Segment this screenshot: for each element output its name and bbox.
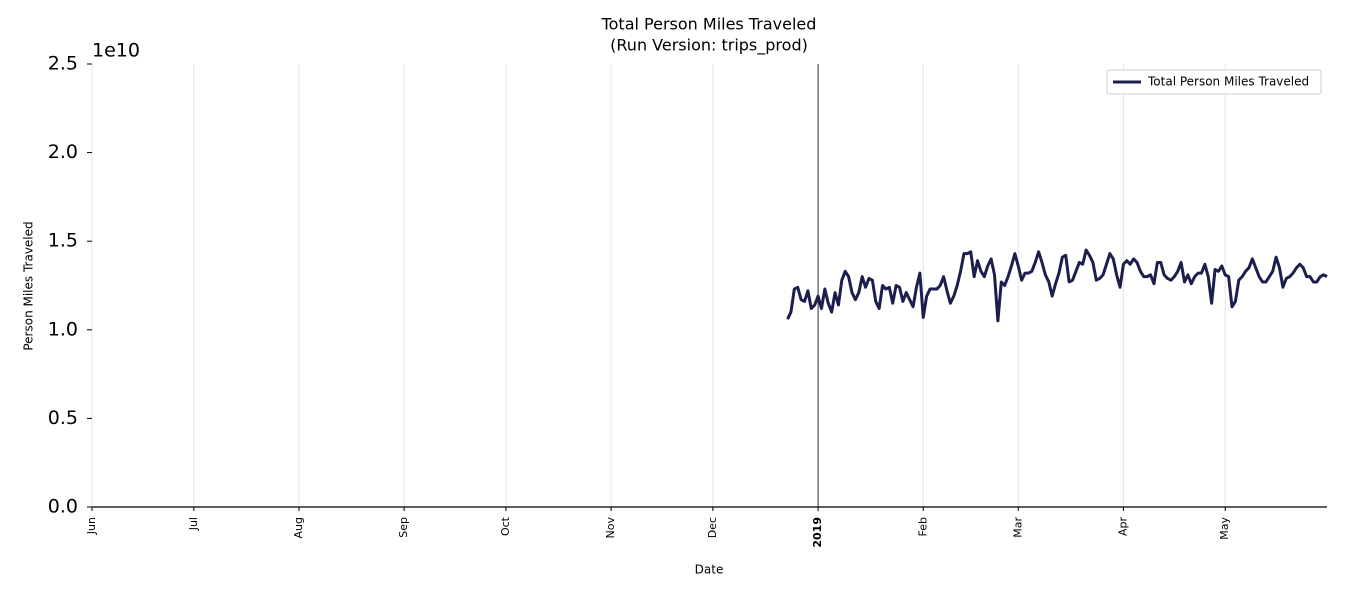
x-tick-label: Jul (187, 517, 200, 531)
x-tick-label: 2019 (811, 517, 824, 548)
x-tick-label: Jun (85, 517, 98, 535)
y-tick-label: 0.5 (48, 407, 78, 429)
y-tick-label: 2.0 (48, 141, 78, 163)
chart-title: Total Person Miles Traveled (601, 15, 817, 34)
x-tick-label: Oct (499, 516, 512, 536)
x-tick-label: Nov (604, 517, 617, 539)
y-tick-label: 1.0 (48, 318, 78, 340)
x-tick-label: May (1218, 517, 1231, 540)
x-tick-label: Apr (1116, 517, 1129, 537)
y-tick-label: 2.5 (48, 53, 78, 75)
legend-label: Total Person Miles Traveled (1147, 75, 1309, 89)
y-tick-label: 1.5 (48, 230, 78, 252)
y-offset-label: 1e10 (92, 40, 140, 62)
y-tick-label: 0.0 (48, 496, 78, 518)
line-series (786, 248, 1328, 323)
x-tick-label: Sep (397, 517, 410, 538)
chart-subtitle: (Run Version: trips_prod) (610, 36, 808, 56)
x-tick-label: Aug (292, 517, 305, 538)
x-tick-label: Dec (706, 517, 719, 538)
x-tick-label: Mar (1011, 517, 1024, 538)
x-axis-label: Date (695, 563, 724, 577)
x-tick-label: Feb (916, 517, 929, 536)
y-axis-label: Person Miles Traveled (22, 221, 36, 350)
legend-box (1106, 69, 1322, 95)
